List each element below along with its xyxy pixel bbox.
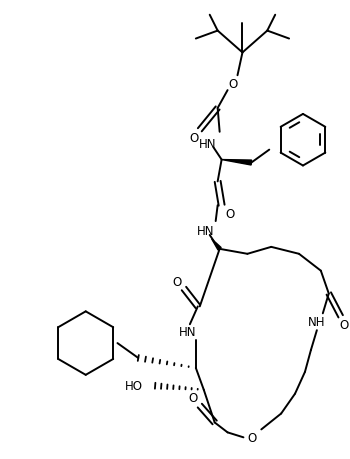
- Text: O: O: [248, 431, 257, 444]
- Text: HO: HO: [125, 380, 143, 392]
- Text: O: O: [339, 318, 348, 331]
- Text: O: O: [225, 207, 234, 220]
- Text: HN: HN: [197, 225, 215, 238]
- Text: HN: HN: [199, 138, 217, 151]
- Text: NH: NH: [308, 315, 326, 328]
- Text: HN: HN: [179, 325, 197, 338]
- Polygon shape: [222, 160, 252, 166]
- Text: O: O: [172, 275, 182, 288]
- Polygon shape: [212, 240, 221, 251]
- Text: O: O: [189, 132, 198, 145]
- Text: O: O: [188, 392, 197, 404]
- Text: O: O: [228, 78, 237, 90]
